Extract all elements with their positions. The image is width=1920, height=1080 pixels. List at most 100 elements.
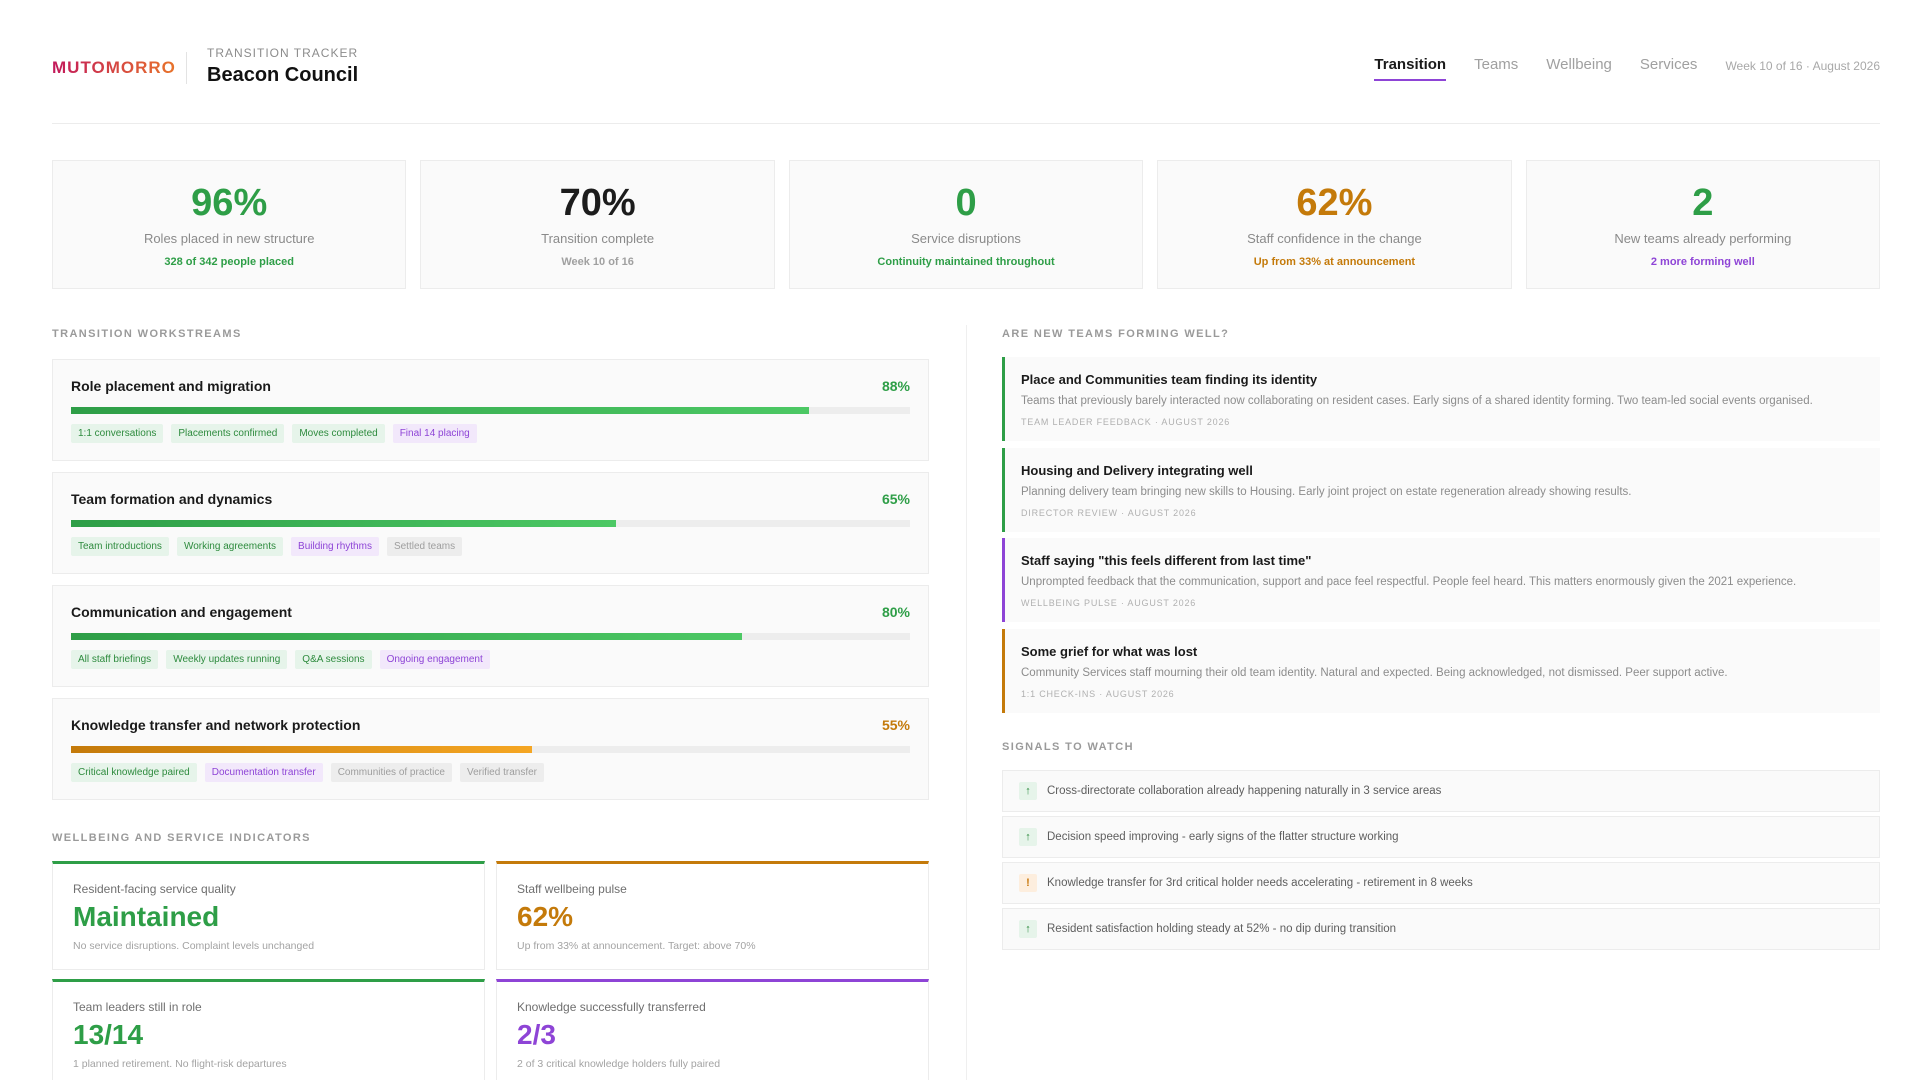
workstream-percent: 55% (881, 717, 910, 733)
signal-item[interactable]: ! Knowledge transfer for 3rd critical ho… (1002, 862, 1880, 904)
story-body: Unprompted feedback that the communicati… (1021, 576, 1797, 588)
story-title: Some grief for what was lost (1021, 644, 1198, 659)
milestone-tag: Settled teams (386, 537, 463, 556)
progress-track (71, 746, 910, 753)
teams-forming-heading: ARE NEW TEAMS FORMING WELL? (1002, 328, 1230, 340)
workstream-title: Communication and engagement (71, 604, 292, 620)
milestone-tag: Verified transfer (459, 763, 544, 782)
tab-teams[interactable]: Teams (1474, 56, 1519, 73)
signal-text: Cross-directorate collaboration already … (1047, 785, 1442, 797)
progress-track (71, 633, 910, 640)
kpi-subtext: Up from 33% at announcement (1253, 256, 1416, 268)
column-divider (966, 325, 967, 1080)
story-source: TEAM LEADER FEEDBACK · AUGUST 2026 (1021, 417, 1231, 427)
milestone-tag: Building rhythms (291, 537, 379, 556)
signals-heading: SIGNALS TO WATCH (1002, 741, 1134, 753)
indicator-label: Resident-facing service quality (73, 882, 236, 896)
indicator-card[interactable]: Staff wellbeing pulse 62% Up from 33% at… (496, 861, 929, 970)
workstream-percent: 65% (881, 491, 910, 507)
kpi-label: Roles placed in new structure (143, 231, 315, 246)
milestone-tag: Q&A sessions (295, 650, 372, 669)
progress-fill (71, 520, 617, 527)
milestone-tags: Team introductions Working agreements Bu… (71, 537, 463, 556)
milestone-tag: Placements confirmed (171, 424, 285, 443)
story-body: Teams that previously barely interacted … (1021, 395, 1813, 407)
arrow-up-icon: ↑ (1019, 828, 1037, 846)
indicator-value: Maintained (73, 901, 220, 932)
kpi-label: Service disruptions (911, 231, 1021, 246)
indicator-label: Team leaders still in role (73, 1000, 202, 1014)
indicator-card[interactable]: Resident-facing service quality Maintain… (52, 861, 485, 970)
indicator-note: No service disruptions. Complaint levels… (73, 940, 315, 952)
signal-text: Knowledge transfer for 3rd critical hold… (1047, 877, 1473, 889)
story-source: WELLBEING PULSE · AUGUST 2026 (1021, 598, 1197, 608)
kpi-subtext: Week 10 of 16 (561, 256, 634, 268)
tab-transition[interactable]: Transition (1374, 56, 1447, 81)
workstream-card[interactable]: Team formation and dynamics 65% Team int… (52, 472, 929, 574)
indicator-note: 1 planned retirement. No flight-risk dep… (73, 1058, 287, 1070)
story-source: 1:1 CHECK-INS · AUGUST 2026 (1021, 689, 1175, 699)
signal-text: Decision speed improving - early signs o… (1047, 831, 1399, 843)
kpi-value: 70% (559, 182, 636, 224)
milestone-tags: 1:1 conversations Placements confirmed M… (71, 424, 477, 443)
story-title: Housing and Delivery integrating well (1021, 463, 1253, 478)
workstream-card[interactable]: Role placement and migration 88% 1:1 con… (52, 359, 929, 461)
story-title: Place and Communities team finding its i… (1021, 372, 1318, 387)
indicator-card[interactable]: Team leaders still in role 13/14 1 plann… (52, 979, 485, 1080)
workstream-card[interactable]: Knowledge transfer and network protectio… (52, 698, 929, 800)
milestone-tag: Working agreements (176, 537, 284, 556)
story-body: Community Services staff mourning their … (1021, 667, 1728, 679)
kpi-card: 0 Service disruptions Continuity maintai… (788, 160, 1144, 289)
indicator-note: 2 of 3 critical knowledge holders fully … (517, 1058, 721, 1070)
milestone-tag: Communities of practice (330, 763, 452, 782)
kpi-card: 2 New teams already performing 2 more fo… (1525, 160, 1881, 289)
story-card[interactable]: Place and Communities team finding its i… (1002, 357, 1880, 441)
workstream-title: Role placement and migration (71, 378, 271, 394)
story-source: DIRECTOR REVIEW · AUGUST 2026 (1021, 508, 1197, 518)
wellbeing-heading: WELLBEING AND SERVICE INDICATORS (52, 832, 311, 844)
kpi-subtext: 328 of 342 people placed (164, 256, 295, 268)
signal-item[interactable]: ↑ Resident satisfaction holding steady a… (1002, 908, 1880, 950)
kpi-value: 0 (955, 182, 977, 224)
arrow-up-icon: ↑ (1019, 782, 1037, 800)
indicator-card[interactable]: Knowledge successfully transferred 2/3 2… (496, 979, 929, 1080)
signal-item[interactable]: ↑ Cross-directorate collaboration alread… (1002, 770, 1880, 812)
kpi-label: Transition complete (541, 231, 655, 246)
story-card[interactable]: Housing and Delivery integrating well Pl… (1002, 448, 1880, 532)
milestone-tag: Documentation transfer (204, 763, 323, 782)
kpi-subtext: 2 more forming well (1650, 256, 1755, 268)
milestone-tag: Critical knowledge paired (71, 763, 197, 782)
progress-track (71, 407, 910, 414)
kpi-card: 62% Staff confidence in the change Up fr… (1157, 160, 1512, 289)
kpi-value: 2 (1692, 182, 1714, 224)
progress-track (71, 520, 910, 527)
kpi-subtext: Continuity maintained throughout (877, 256, 1055, 268)
milestone-tag: Moves completed (292, 424, 385, 443)
milestone-tag: 1:1 conversations (71, 424, 164, 443)
kpi-card: 96% Roles placed in new structure 328 of… (52, 160, 407, 289)
story-body: Planning delivery team bringing new skil… (1021, 486, 1632, 498)
kpi-value: 96% (191, 182, 268, 224)
workstream-title: Knowledge transfer and network protectio… (71, 717, 361, 733)
logo-divider (186, 52, 187, 84)
milestone-tags: All staff briefings Weekly updates runni… (71, 650, 490, 669)
kpi-row: 96% Roles placed in new structure 328 of… (52, 160, 1881, 289)
kpi-card: 70% Transition complete Week 10 of 16 (420, 160, 775, 289)
story-card[interactable]: Some grief for what was lost Community S… (1002, 629, 1880, 713)
brand-logo[interactable]: MUTOMORRO (52, 58, 176, 77)
workstream-card[interactable]: Communication and engagement 80% All sta… (52, 585, 929, 687)
tab-wellbeing[interactable]: Wellbeing (1546, 56, 1612, 73)
indicator-value: 2/3 (517, 1019, 556, 1050)
workstream-percent: 80% (881, 604, 910, 620)
kpi-label: Staff confidence in the change (1247, 231, 1422, 246)
tab-services[interactable]: Services (1639, 56, 1698, 73)
milestone-tag: All staff briefings (71, 650, 159, 669)
story-title: Staff saying "this feels different from … (1021, 553, 1312, 568)
progress-fill (71, 633, 743, 640)
milestone-tag: Final 14 placing (392, 424, 477, 443)
story-card[interactable]: Staff saying "this feels different from … (1002, 538, 1880, 622)
signal-item[interactable]: ↑ Decision speed improving - early signs… (1002, 816, 1880, 858)
kpi-label: New teams already performing (1614, 231, 1792, 246)
milestone-tags: Critical knowledge paired Documentation … (71, 763, 544, 782)
progress-fill (71, 746, 533, 753)
